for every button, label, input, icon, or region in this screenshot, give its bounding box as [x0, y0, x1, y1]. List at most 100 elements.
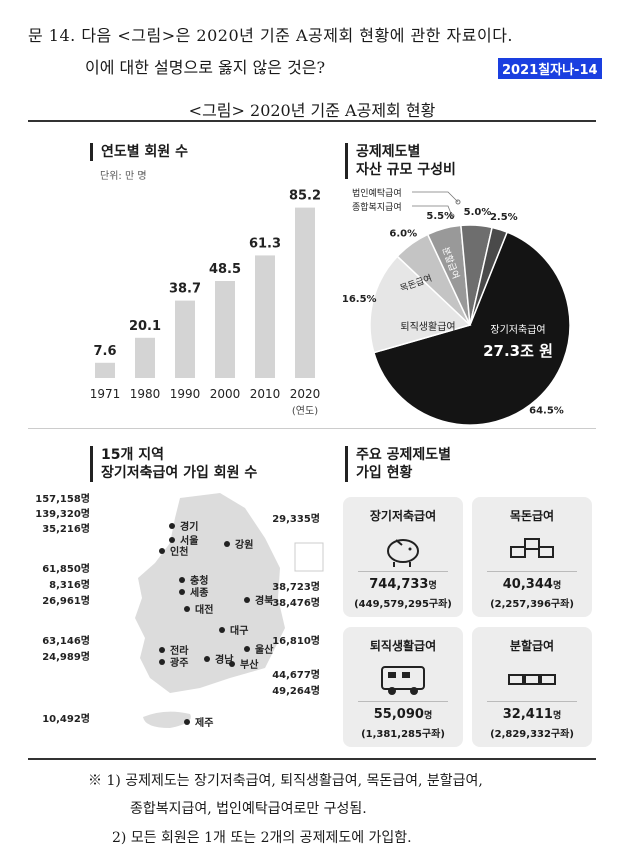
pie-title-line-2: 자산 규모 구성비	[356, 162, 456, 178]
card-lump-accounts: (2,257,396구좌)	[490, 599, 574, 610]
map-region-label: 경기	[180, 520, 198, 533]
x-tick-label: 2010	[250, 387, 281, 401]
x-tick-label: 2020	[290, 387, 321, 401]
pie-callout-2-dot	[449, 213, 455, 219]
map-marker	[204, 656, 210, 662]
map-region-label: 세종	[190, 586, 208, 599]
korea-map: 157,158명 139,320명 35,216명 61,850명 8,316명 26,9…	[35, 492, 324, 729]
map-value-label: 35,216명	[42, 522, 90, 535]
ulleung-box	[294, 542, 324, 572]
map-marker	[179, 589, 185, 595]
map-value-label: 49,264명	[272, 684, 320, 697]
bottom-rule	[28, 758, 596, 760]
pie-callout-2-line	[412, 205, 453, 217]
cash-stacks-icon	[510, 538, 554, 558]
map-value-label: 38,476명	[272, 596, 320, 609]
camper-van-icon	[381, 666, 425, 695]
plans-title-line-2: 가입 현황	[356, 465, 413, 481]
card-longterm-members: 744,733명	[369, 577, 437, 592]
card-retire-accounts: (1,381,285구좌)	[361, 729, 445, 740]
note-2: 2) 모든 회원은 1개 또는 2개의 공제제도에 가입함.	[112, 830, 412, 846]
map-title: 15개 지역 장기저축급여 가입 회원 수	[90, 446, 257, 482]
x-tick-label: 1971	[90, 387, 121, 401]
bar-value-label: 48.5	[209, 262, 241, 277]
card-lump: 목돈급여 40,344명 (2,257,396구좌)	[472, 497, 592, 617]
top-rule	[28, 120, 596, 122]
bar-value-label: 85.2	[289, 189, 321, 204]
pie-title-line-1: 공제제도별	[356, 144, 421, 160]
cash-bundles-icon	[508, 674, 556, 685]
members-unit: 단위: 만 명	[100, 171, 147, 182]
card-retire: 퇴직생활급여 55,090명 (1,381,285구좌)	[343, 627, 463, 747]
card-divider	[487, 571, 577, 572]
x-tick-label: 1980	[130, 387, 161, 401]
map-marker	[244, 646, 250, 652]
plans-title-line-1: 주요 공제제도별	[356, 447, 452, 463]
mid-rule	[28, 428, 596, 429]
pie-percent-label: 2.5%	[490, 212, 518, 223]
figure-title: <그림> 2020년 기준 A공제회 현황	[188, 101, 436, 120]
map-marker	[159, 548, 165, 554]
map-region-label: 대전	[195, 603, 213, 616]
map-value-label: 10,492명	[42, 712, 90, 725]
map-value-label: 26,961명	[42, 594, 90, 607]
map-value-label: 16,810명	[272, 634, 320, 647]
bar-2000	[215, 281, 235, 378]
bar-1980	[135, 337, 155, 378]
map-region-label: 제주	[195, 716, 213, 729]
map-marker	[169, 523, 175, 529]
map-region-label: 인천	[170, 545, 188, 558]
slice-name-retire: 퇴직생활급여	[400, 320, 455, 333]
pie-percent-label: 5.0%	[464, 207, 492, 218]
pie-callout-1: 법인예탁급여	[352, 187, 402, 199]
card-divider	[358, 701, 448, 702]
map-region-label: 서울	[180, 534, 198, 547]
map-value-label: 24,989명	[42, 650, 90, 663]
map-marker	[184, 606, 190, 612]
pie-percent-label: 6.0%	[389, 229, 417, 240]
map-region-label: 울산	[255, 643, 274, 656]
map-marker	[179, 577, 185, 583]
source-tag: 2021칠자나-14	[498, 58, 602, 79]
map-value-label: 63,146명	[42, 634, 90, 647]
map-marker	[244, 597, 250, 603]
card-longterm-name: 장기저축급여	[369, 509, 437, 523]
map-marker	[219, 627, 225, 633]
x-axis-label: (연도)	[292, 405, 318, 417]
bar-2010	[255, 255, 275, 378]
bar-value-label: 61.3	[249, 236, 281, 251]
bar-value-label: 7.6	[93, 344, 116, 359]
x-tick-label: 2000	[210, 387, 241, 401]
pie-slice	[469, 226, 509, 326]
x-tick-label: 1990	[170, 387, 201, 401]
card-longterm-accounts: (449,579,295구좌)	[354, 599, 452, 610]
map-region-label: 광주	[170, 657, 188, 669]
pie-percent-label: 5.5%	[426, 211, 454, 222]
card-retire-members: 55,090명	[373, 707, 433, 722]
map-value-label: 29,335명	[272, 512, 320, 525]
map-marker	[169, 537, 175, 543]
map-marker	[184, 719, 190, 725]
members-title: 연도별 회원 수	[90, 143, 188, 161]
map-value-label: 157,158명	[35, 492, 90, 505]
jeju-island	[143, 711, 191, 728]
note-1a: ※ 1) 공제제도는 장기저축급여, 퇴직생활급여, 목돈급여, 분할급여,	[88, 773, 483, 789]
card-install-name: 분할급여	[509, 639, 555, 653]
card-install-accounts: (2,829,332구좌)	[490, 729, 574, 740]
pie-title: 공제제도별 자산 규모 구성비	[345, 143, 456, 179]
map-value-label: 139,320명	[35, 507, 90, 520]
slice-name-longterm: 장기저축급여	[490, 324, 545, 336]
map-region-label: 충청	[190, 574, 208, 587]
pie-slice	[369, 255, 472, 354]
map-value-label: 44,677명	[272, 668, 320, 681]
question-line-1: 문 14. 다음 <그림>은 2020년 기준 A공제회 현황에 관한 자료이다…	[28, 26, 514, 45]
bar-1971	[95, 362, 115, 378]
bar-value-label: 20.1	[129, 319, 161, 334]
card-install-members: 32,411명	[502, 707, 562, 722]
map-marker	[229, 661, 235, 667]
plans-title: 주요 공제제도별 가입 현황	[345, 446, 451, 482]
pie-callout-2: 종합복지급여	[352, 201, 402, 213]
map-value-label: 8,316명	[49, 578, 90, 591]
map-marker	[224, 541, 230, 547]
pie-callout-1-line	[412, 191, 459, 203]
